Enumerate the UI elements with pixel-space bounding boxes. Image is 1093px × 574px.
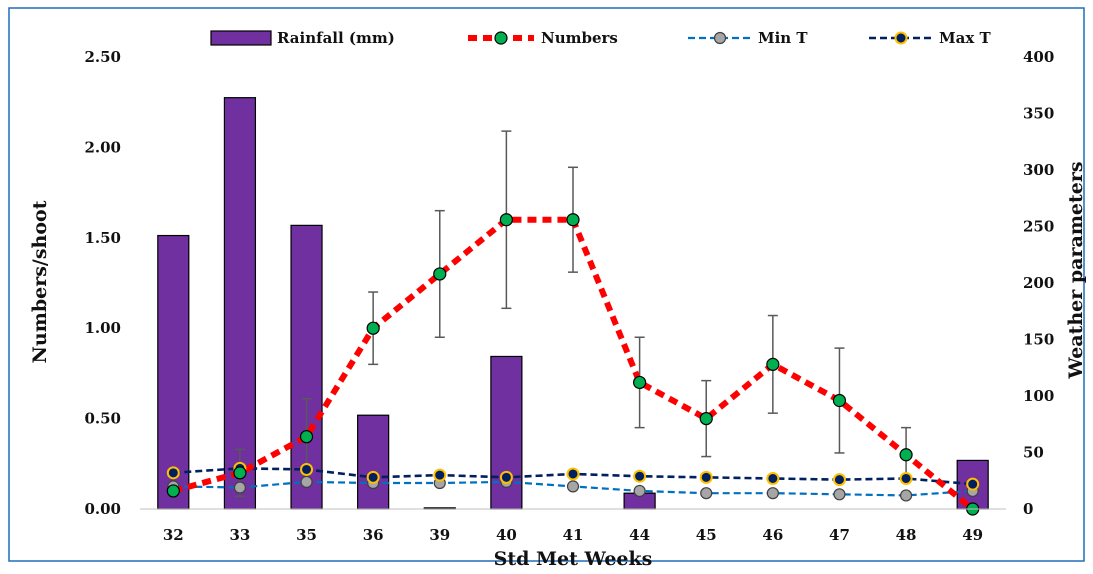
min-t-point-33 — [233, 481, 247, 494]
numbers-point-35 — [299, 430, 314, 444]
y-axis-title-left: Numbers/shoot — [29, 200, 51, 363]
min-t-point-35 — [300, 475, 313, 488]
legend-label-max-t: Max T — [939, 29, 991, 47]
x-tick-label-47: 47 — [829, 526, 850, 544]
legend-marker-numbers — [494, 31, 508, 45]
x-tick-label-32: 32 — [163, 526, 184, 544]
numbers-point-36 — [366, 321, 380, 335]
y-tick-left-label: 1.00 — [84, 319, 121, 337]
legend-label-min-t: Min T — [758, 29, 808, 47]
min-t-point-46 — [766, 487, 779, 500]
max-t-point-35 — [300, 462, 314, 476]
numbers-point-46 — [766, 357, 780, 371]
legend: Rainfall (mm) Numbers Min T Max T — [210, 29, 991, 47]
numbers-point-45 — [699, 412, 713, 426]
y-tick-left-label: 2.50 — [84, 48, 121, 66]
y-ticks-left: 0.00 0.50 1.00 1.50 2.00 2.50 — [84, 48, 121, 518]
x-tick-label-39: 39 — [429, 526, 450, 544]
max-t-point-32 — [166, 466, 180, 480]
rainfall-bar-33 — [223, 97, 257, 510]
x-ticks: 32 33 35 36 39 40 41 44 45 46 47 48 49 — [163, 526, 983, 544]
max-t-point-39 — [433, 468, 447, 482]
legend-swatch-rainfall — [210, 30, 272, 46]
x-tick-label-41: 41 — [563, 526, 584, 544]
y-tick-right-label: 150 — [1023, 331, 1054, 349]
max-t-point-49 — [966, 477, 980, 491]
max-t-point-40 — [499, 470, 513, 484]
x-tick-label-40: 40 — [496, 526, 517, 544]
max-t-point-45 — [699, 470, 713, 484]
min-t-point-41 — [566, 480, 580, 493]
min-t-point-48 — [899, 489, 913, 502]
numbers-point-47 — [832, 393, 847, 408]
numbers-point-48 — [899, 448, 913, 462]
y-tick-right-label: 0 — [1023, 500, 1033, 518]
legend-marker-min-t — [713, 31, 727, 45]
legend-label-numbers: Numbers — [541, 29, 618, 47]
numbers-point-44 — [633, 375, 647, 390]
min-t-point-45 — [700, 487, 713, 500]
series-markers — [166, 213, 980, 516]
numbers-point-41 — [566, 213, 580, 227]
x-tick-label-44: 44 — [629, 526, 650, 544]
legend-label-rainfall: Rainfall (mm) — [277, 29, 395, 47]
numbers-point-33 — [233, 466, 247, 480]
y-ticks-right: 0 50 100 150 200 250 300 350 400 — [1023, 48, 1054, 518]
rainfall-bar-36 — [357, 414, 390, 510]
y-tick-right-label: 400 — [1023, 48, 1054, 66]
y-tick-left-label: 0.50 — [84, 410, 121, 428]
x-tick-label-33: 33 — [229, 526, 250, 544]
x-axis-title: Std Met Weeks — [494, 548, 653, 569]
y-tick-right-label: 300 — [1023, 161, 1054, 179]
max-t-point-46 — [766, 471, 780, 485]
y-tick-right-label: 100 — [1023, 387, 1054, 405]
numbers-point-40 — [499, 213, 513, 227]
legend-marker-max-t — [894, 31, 908, 45]
min-t-point-44 — [633, 484, 646, 498]
max-t-point-41 — [566, 467, 580, 481]
x-tick-label-35: 35 — [296, 526, 317, 544]
rainfall-bars — [157, 97, 989, 510]
x-tick-label-48: 48 — [896, 526, 917, 544]
max-t-point-48 — [899, 471, 913, 485]
max-t-point-36 — [366, 470, 380, 484]
y-tick-right-label: 250 — [1023, 218, 1054, 236]
y-tick-left-label: 0.00 — [84, 500, 121, 518]
y-tick-right-label: 50 — [1023, 444, 1044, 462]
min-t-point-47 — [833, 488, 846, 501]
rainfall-bar-32 — [157, 234, 190, 510]
max-t-point-47 — [832, 473, 846, 487]
max-t-point-44 — [633, 469, 647, 483]
x-tick-label-36: 36 — [363, 526, 384, 544]
y-tick-left-label: 1.50 — [84, 229, 121, 247]
x-tick-label-49: 49 — [962, 526, 983, 544]
x-tick-label-46: 46 — [762, 526, 783, 544]
y-tick-left-label: 2.00 — [84, 138, 121, 156]
y-tick-right-label: 200 — [1023, 274, 1054, 292]
numbers-point-39 — [433, 267, 447, 281]
x-tick-label-45: 45 — [696, 526, 717, 544]
numbers-point-32 — [166, 484, 180, 498]
y-axis-title-right: Weather parameters — [1065, 161, 1087, 379]
y-tick-right-label: 350 — [1023, 105, 1054, 123]
